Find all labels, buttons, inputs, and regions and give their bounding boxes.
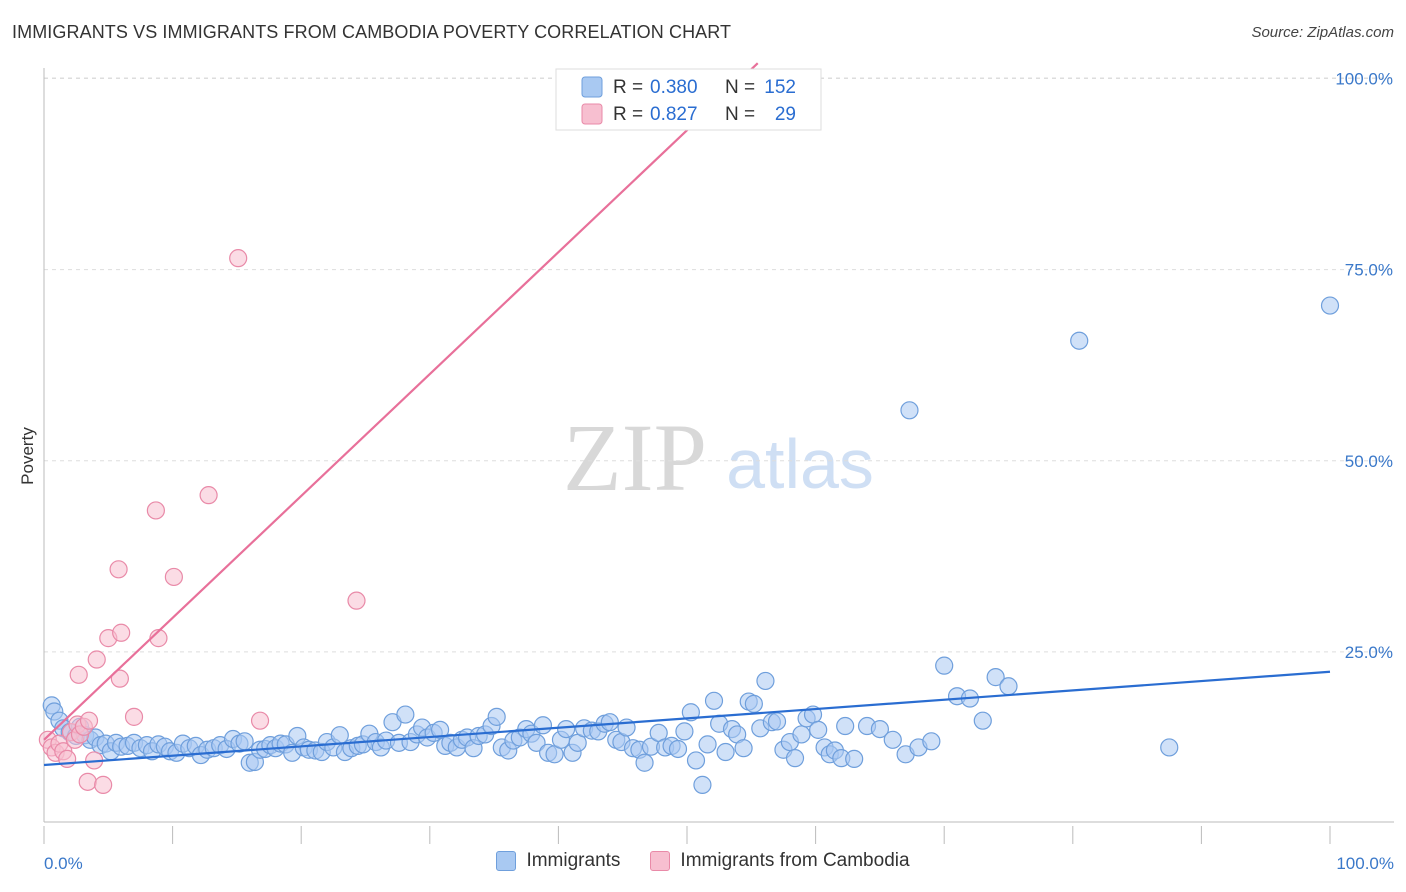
bottom-legend-swatch-cambodia (650, 851, 671, 871)
immigrants-point-148 (973, 711, 992, 730)
cambodia-point-23 (164, 567, 183, 587)
immigrants-point-145 (935, 656, 954, 675)
immigrants-point-138 (845, 749, 864, 769)
immigrants-point-141 (883, 730, 902, 749)
immigrants-point-62 (396, 705, 415, 724)
x-tick-label-min: 0.0% (44, 854, 83, 873)
cambodia-point-26 (229, 249, 248, 268)
bottom-legend-immigrants: Immigrants (496, 850, 620, 872)
immigrants-point-154 (1320, 296, 1340, 315)
watermark-atlas: atlas (726, 425, 874, 503)
y-axis-label: Poverty (18, 427, 37, 485)
bottom-legend-label-immigrants: Immigrants (526, 850, 621, 871)
immigrants-point-113 (698, 735, 717, 754)
cambodia-point-22 (109, 560, 128, 579)
immigrants-point-114 (704, 691, 724, 710)
immigrants-point-68 (430, 720, 450, 739)
legend-r-value-1: 0.380 (650, 77, 698, 98)
series-immigrants-points (42, 296, 1340, 794)
immigrants-point-86 (533, 716, 553, 735)
y-tick-label-50: 50.0% (1345, 452, 1393, 471)
immigrants-point-149 (986, 668, 1005, 687)
cambodia-point-18 (112, 623, 131, 642)
immigrants-point-119 (734, 739, 753, 758)
immigrants-point-108 (668, 739, 688, 759)
immigrants-point-151 (1070, 331, 1089, 350)
immigrants-point-78 (487, 707, 506, 726)
immigrants-point-34 (235, 732, 254, 751)
immigrants-point-90 (557, 719, 576, 739)
immigrants-point-129 (792, 725, 811, 744)
bottom-legend-label-cambodia: Immigrants from Cambodia (680, 850, 910, 871)
legend-n-label-2: N = (725, 104, 755, 125)
x-tick-label-max: 100.0% (1336, 854, 1394, 873)
cambodia-point-16 (87, 650, 106, 669)
legend-r-label-1: R = (613, 77, 643, 98)
immigrants-point-144 (922, 732, 941, 751)
immigrants-point-123 (756, 671, 775, 691)
trendlines (43, 62, 1331, 767)
cambodia-point-11 (78, 772, 97, 791)
immigrants-point-110 (681, 703, 700, 722)
immigrants-point-125 (767, 712, 787, 731)
legend-swatch-cambodia (581, 103, 603, 125)
cambodia-point-20 (124, 707, 144, 726)
immigrants-point-85 (527, 733, 546, 752)
x-ticks (43, 826, 1331, 844)
trendline-immigrants (43, 670, 1331, 767)
axes (43, 68, 1394, 823)
immigrants-point-132 (809, 720, 828, 739)
source-note: Source: ZipAtlas.com (1251, 24, 1394, 41)
legend-r-value-2: 0.827 (650, 104, 698, 125)
legend-n-label-1: N = (725, 77, 755, 98)
series-cambodia-points (38, 249, 366, 794)
y-tick-label-100: 100.0% (1335, 70, 1393, 89)
y-tick-label-75: 75.0% (1345, 261, 1393, 280)
immigrants-point-103 (635, 753, 654, 772)
immigrants-point-152 (900, 401, 919, 420)
chart-title: IMMIGRANTS VS IMMIGRANTS FROM CAMBODIA P… (12, 22, 732, 42)
bottom-legend-swatch-immigrants (496, 851, 517, 871)
cambodia-point-28 (347, 591, 366, 610)
immigrants-point-153 (1160, 738, 1179, 757)
immigrants-point-116 (716, 742, 735, 762)
immigrants-point-111 (686, 751, 706, 770)
cambodia-point-14 (94, 775, 113, 794)
cambodia-point-27 (250, 711, 270, 730)
y-tick-label-25: 25.0% (1345, 643, 1393, 662)
immigrants-point-112 (693, 775, 712, 794)
y-tick-labels: 25.0% 50.0% 75.0% 100.0% (1335, 70, 1393, 662)
watermark-zip: ZIP (563, 404, 707, 511)
cambodia-point-24 (146, 501, 165, 520)
legend-n-value-1: 152 (764, 77, 796, 98)
bottom-legend-cambodia: Immigrants from Cambodia (650, 850, 910, 872)
immigrants-point-97 (600, 713, 619, 732)
cambodia-point-15 (69, 665, 88, 684)
immigrants-point-150 (999, 677, 1018, 696)
legend-swatch-immigrants (581, 76, 603, 98)
legend-r-label-2: R = (613, 104, 643, 125)
trendline-cambodia (43, 62, 759, 741)
immigrants-point-121 (744, 694, 763, 713)
immigrants-point-128 (785, 749, 805, 768)
immigrants-point-140 (870, 719, 890, 739)
stats-legend: R = 0.380 N = 152 R = 0.827 N = 29 (555, 68, 822, 131)
gridlines (44, 77, 1394, 653)
cambodia-point-12 (79, 711, 99, 730)
bottom-legend: Immigrants Immigrants from Cambodia (0, 850, 1406, 872)
legend-n-value-2: 29 (775, 104, 796, 125)
cambodia-point-19 (110, 669, 129, 688)
immigrants-point-137 (836, 716, 855, 736)
immigrants-point-109 (675, 722, 694, 741)
cambodia-point-25 (199, 486, 218, 505)
